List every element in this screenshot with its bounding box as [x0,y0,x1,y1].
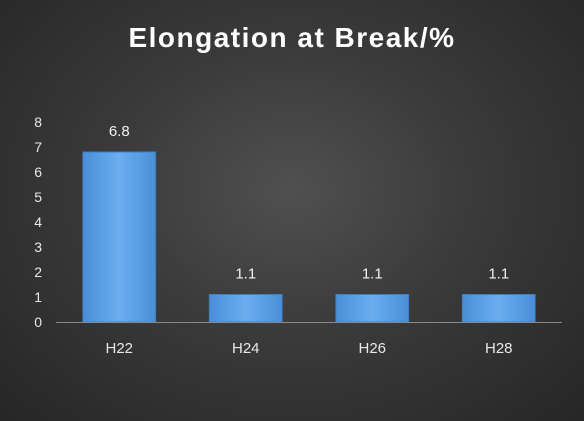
y-tick-label: 5 [34,189,42,205]
bar-h26 [335,294,410,323]
y-tick-label: 7 [34,139,42,155]
y-tick-label: 6 [34,164,42,180]
chart-title: Elongation at Break/% [128,22,456,53]
x-tick-label: H26 [358,340,386,357]
x-tick-label: H28 [485,340,513,357]
bar-h24 [208,294,283,323]
y-tick-label: 0 [34,314,42,330]
data-label: 1.1 [235,266,256,283]
y-tick-label: 2 [34,264,42,280]
data-label: 1.1 [362,266,383,283]
data-label: 6.8 [109,123,130,140]
data-label: 1.1 [488,266,509,283]
y-tick-label: 8 [34,114,42,130]
bar-h28 [461,294,536,323]
y-tick-label: 1 [34,289,42,305]
x-tick-label: H22 [105,340,133,357]
y-tick-label: 4 [34,214,42,230]
y-tick-label: 3 [34,239,42,255]
bar-h22 [82,151,157,323]
x-tick-label: H24 [232,340,260,357]
